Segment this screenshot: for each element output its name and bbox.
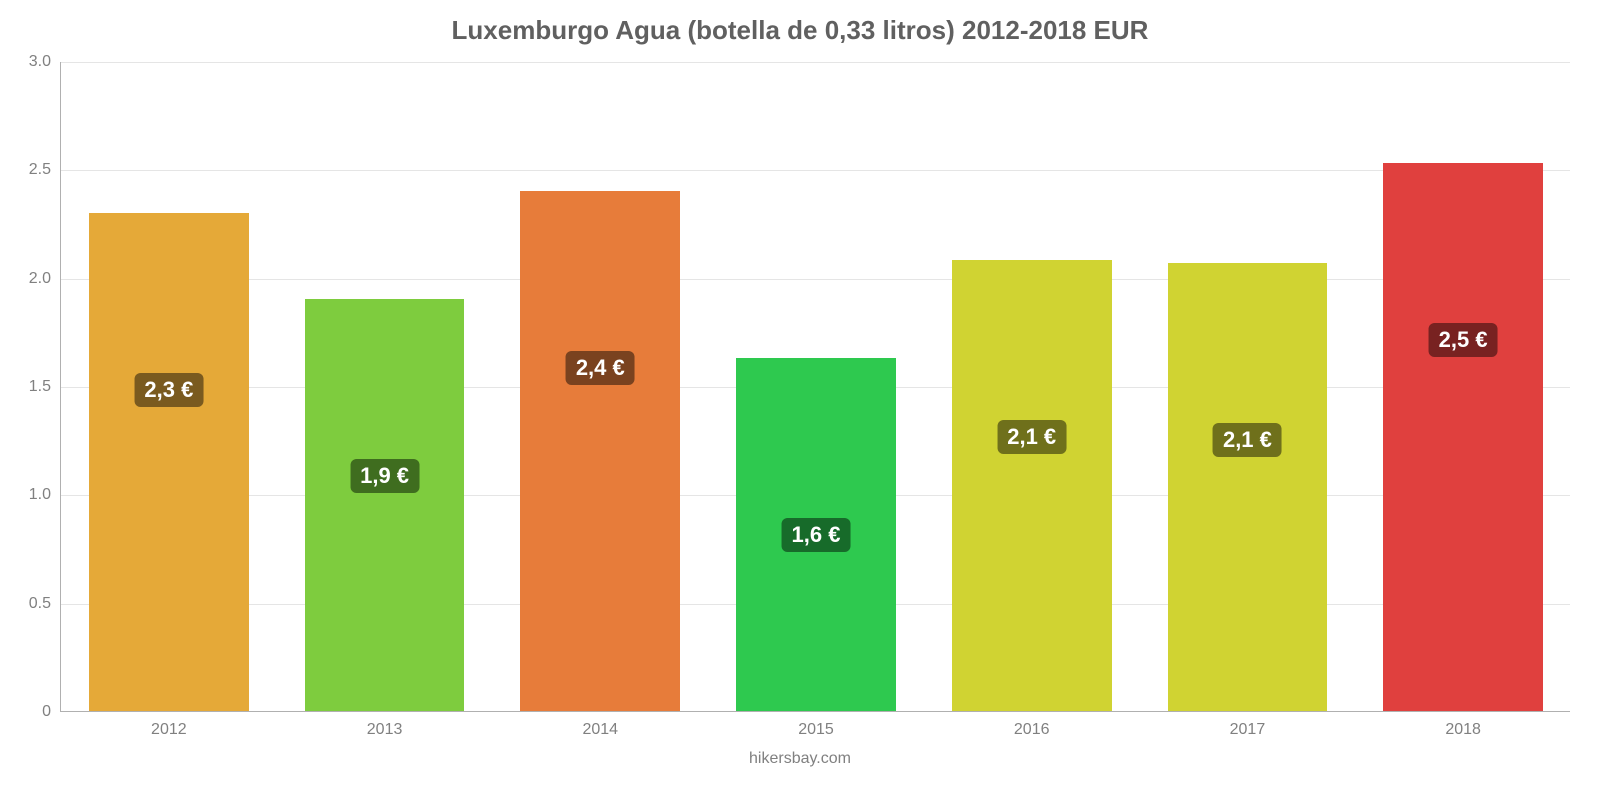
bar: 2,5 € (1383, 163, 1543, 711)
bar: 1,9 € (305, 299, 465, 711)
bar-value-label: 2,1 € (997, 420, 1066, 454)
bar-value-label: 2,1 € (1213, 423, 1282, 457)
bar: 2,3 € (89, 213, 249, 711)
ytick-label: 0.5 (29, 595, 51, 613)
bar: 2,1 € (1168, 263, 1328, 712)
xtick-label: 2018 (1445, 721, 1481, 739)
ytick-label: 2.0 (29, 270, 51, 288)
plot-area: 00.51.01.52.02.53.02,3 €20121,9 €20132,4… (60, 62, 1570, 712)
bar: 2,1 € (952, 260, 1112, 711)
xtick-label: 2016 (1014, 721, 1050, 739)
chart-title: Luxemburgo Agua (botella de 0,33 litros)… (0, 15, 1600, 46)
xtick-label: 2014 (582, 721, 618, 739)
ytick-label: 2.5 (29, 161, 51, 179)
bar-value-label: 2,4 € (566, 351, 635, 385)
gridline (61, 170, 1570, 171)
gridline (61, 279, 1570, 280)
xtick-label: 2015 (798, 721, 834, 739)
xtick-label: 2013 (367, 721, 403, 739)
bar: 1,6 € (736, 358, 896, 711)
ytick-label: 3.0 (29, 53, 51, 71)
bar-value-label: 2,5 € (1429, 323, 1498, 357)
bar-value-label: 1,6 € (782, 518, 851, 552)
xtick-label: 2012 (151, 721, 187, 739)
ytick-label: 1.5 (29, 378, 51, 396)
chart-container: Luxemburgo Agua (botella de 0,33 litros)… (0, 0, 1600, 800)
gridline (61, 62, 1570, 63)
bar: 2,4 € (520, 191, 680, 711)
attribution: hikersbay.com (0, 750, 1600, 768)
xtick-label: 2017 (1230, 721, 1266, 739)
ytick-label: 0 (42, 703, 51, 721)
ytick-label: 1.0 (29, 486, 51, 504)
bar-value-label: 1,9 € (350, 459, 419, 493)
bar-value-label: 2,3 € (134, 373, 203, 407)
